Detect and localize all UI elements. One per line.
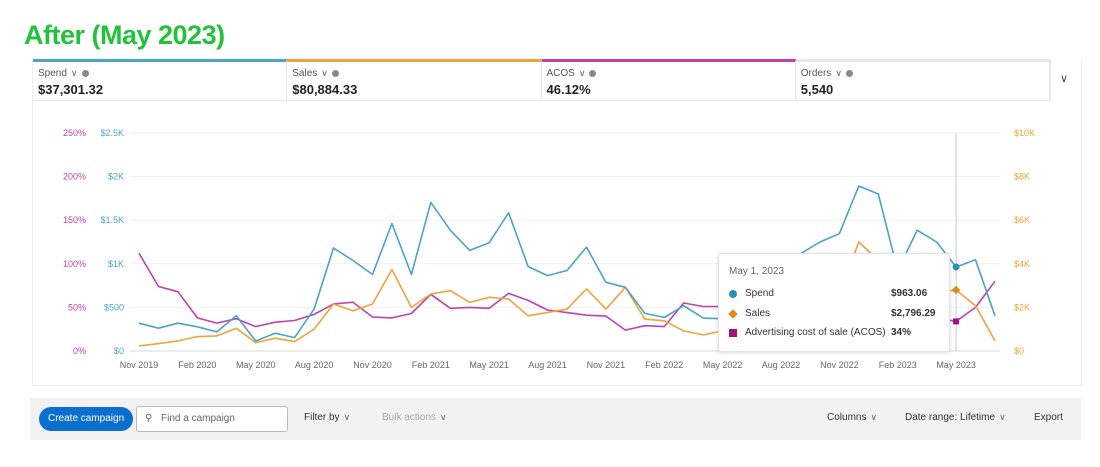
acos-highlight-point (953, 318, 960, 325)
metric-value: 46.12% (546, 82, 591, 97)
spend-highlight-point (952, 263, 960, 271)
spend-dot-icon (729, 290, 737, 298)
chevron-down-icon: ∨ (999, 412, 1006, 422)
find-campaign-input[interactable]: ⚲ Find a campaign (136, 406, 288, 432)
info-icon[interactable] (81, 69, 89, 77)
metric-value: $37,301.32 (38, 82, 104, 97)
chevron-down-icon[interactable]: ∨ (835, 68, 842, 78)
spend-axis-tick-label: $0 (114, 346, 124, 356)
metric-card-sales[interactable]: Sales ∨ $80,884.33 (287, 59, 542, 100)
x-axis-tick-label: Nov 2020 (353, 360, 392, 370)
metric-label: ACOS (546, 68, 575, 79)
metric-card-orders[interactable]: Orders ∨ 5,540 (795, 59, 1050, 100)
bulk-actions-dropdown[interactable]: Bulk actions ∨ (382, 412, 447, 423)
chevron-down-icon: ∨ (343, 412, 351, 422)
date-range-dropdown[interactable]: Date range: Lifetime ∨ (905, 412, 1006, 423)
sales-highlight-point (951, 285, 961, 295)
acos-axis-tick-label: 150% (63, 215, 86, 225)
x-axis-tick-label: Nov 2019 (120, 360, 159, 370)
create-campaign-button[interactable]: Create campaign (39, 407, 134, 431)
tooltip-label: Advertising cost of sale (ACOS) (745, 327, 886, 338)
x-axis-tick-label: Feb 2021 (412, 360, 450, 370)
tooltip-value: $963.06 (891, 288, 928, 299)
x-axis-tick-label: Nov 2021 (587, 360, 626, 370)
chevron-down-icon[interactable]: ∨ (321, 68, 328, 78)
sales-axis-tick-label: $8K (1014, 172, 1030, 182)
info-icon[interactable] (331, 69, 339, 77)
date-range-label: Date range: Lifetime (905, 412, 996, 423)
spend-axis-tick-label: $1K (108, 259, 124, 269)
chart-panel (32, 59, 1082, 386)
x-axis-tick-label: Feb 2022 (645, 360, 683, 370)
chevron-down-icon: ∨ (439, 412, 447, 422)
campaign-toolbar: Create campaign ⚲ Find a campaign Filter… (30, 398, 1081, 440)
sales-axis-tick-label: $6K (1014, 215, 1030, 225)
columns-dropdown[interactable]: Columns ∨ (827, 412, 877, 423)
sales-axis-tick-label: $4K (1014, 259, 1030, 269)
acos-axis-tick-label: 200% (63, 172, 86, 182)
sales-axis-tick-label: $2K (1014, 302, 1030, 312)
tooltip-row-spend: Spend $963.06 (729, 287, 939, 301)
metric-label: Orders (800, 68, 832, 79)
x-axis-tick-label: Aug 2022 (762, 360, 801, 370)
acos-axis-tick-label: 250% (63, 128, 86, 138)
metric-value: $80,884.33 (292, 82, 358, 97)
chevron-down-icon: ∨ (870, 412, 878, 422)
columns-label: Columns (827, 412, 867, 423)
x-axis-tick-label: Nov 2022 (820, 360, 859, 370)
x-axis-tick-label: May 2022 (703, 360, 743, 370)
acos-axis-tick-label: 100% (63, 259, 86, 269)
x-axis-tick-label: Aug 2020 (295, 360, 334, 370)
sales-diamond-icon (728, 309, 738, 319)
acos-axis-tick-label: 0% (73, 346, 86, 356)
filter-by-dropdown[interactable]: Filter by ∨ (304, 412, 350, 423)
tooltip-value: 34% (891, 327, 912, 338)
chart-tooltip: May 1, 2023 Spend $963.06 Sales $2,796.2… (718, 253, 950, 352)
info-icon[interactable] (845, 69, 853, 77)
sales-axis-tick-label: $10K (1014, 128, 1035, 138)
x-axis-tick-label: Feb 2020 (178, 360, 216, 370)
tooltip-label: Spend (745, 288, 774, 299)
page-heading: After (May 2023) (24, 20, 225, 50)
metric-card-spend[interactable]: Spend ∨ $37,301.32 (33, 59, 288, 100)
acos-axis-tick-label: 50% (68, 302, 86, 312)
x-axis-tick-label: Feb 2023 (879, 360, 917, 370)
spend-axis-tick-label: $1.5K (100, 215, 124, 225)
metric-label: Spend (38, 68, 67, 79)
x-axis-tick-label: May 2021 (469, 360, 509, 370)
expand-metrics-chevron-icon[interactable]: ∨ (1060, 73, 1069, 85)
tooltip-label: Sales (745, 308, 771, 319)
spend-axis-tick-label: $500 (104, 302, 124, 312)
export-button[interactable]: Export (1034, 412, 1063, 423)
metric-label: Sales (292, 68, 318, 79)
bulk-label: Bulk actions (382, 412, 436, 423)
search-icon: ⚲ (145, 413, 153, 424)
tooltip-value: $2,796.29 (891, 308, 936, 319)
filter-label: Filter by (304, 412, 340, 423)
tooltip-date: May 1, 2023 (729, 266, 785, 277)
search-placeholder: Find a campaign (161, 413, 235, 424)
chevron-down-icon[interactable]: ∨ (70, 68, 78, 78)
info-icon[interactable] (589, 69, 597, 77)
tooltip-row-sales: Sales $2,796.29 (728, 307, 939, 321)
x-axis-tick-label: Aug 2021 (528, 360, 567, 370)
metric-value: 5,540 (800, 82, 834, 97)
acos-square-icon (729, 329, 737, 337)
x-axis-tick-label: May 2023 (936, 360, 976, 370)
metric-card-acos[interactable]: ACOS ∨ 46.12% (541, 59, 796, 100)
tooltip-row-acos: Advertising cost of sale (ACOS) 34% (729, 326, 939, 340)
chevron-down-icon[interactable]: ∨ (578, 68, 586, 78)
metric-cards: Spend ∨ $37,301.32 Sales ∨ $80,884.33 ACOS… (33, 59, 1051, 101)
x-axis-tick-label: May 2020 (236, 360, 276, 370)
series-line-spend (138, 185, 996, 342)
spend-axis-tick-label: $2K (108, 172, 124, 182)
sales-axis-tick-label: $0 (1014, 346, 1024, 356)
spend-axis-tick-label: $2.5K (100, 128, 124, 138)
